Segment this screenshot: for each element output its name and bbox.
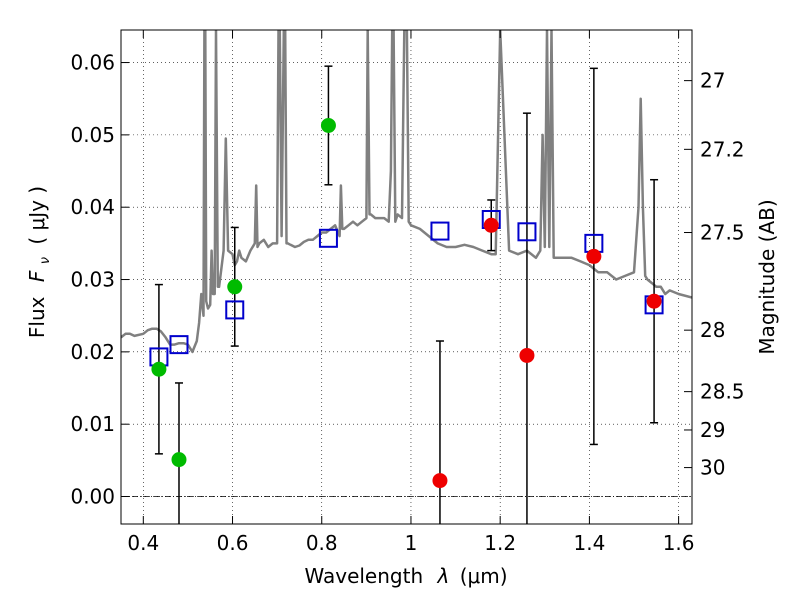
x-tick-label: 1.4 xyxy=(573,531,605,555)
y-tick-label: 0.04 xyxy=(70,195,115,219)
x-tick-label: 0.8 xyxy=(306,531,338,555)
observed-point-green xyxy=(320,117,336,133)
y-tick-label: 0.06 xyxy=(70,51,115,75)
observed-point-red xyxy=(519,347,535,363)
y2-tick-label: 27 xyxy=(700,69,725,93)
y2-tick-label: 28.5 xyxy=(700,380,745,404)
model-spectrum-line xyxy=(121,30,692,354)
x-axis-title-symbol: λ xyxy=(437,564,450,588)
x-tick-label: 1.6 xyxy=(663,531,695,555)
y2-tick-label: 27.2 xyxy=(700,137,745,161)
observed-point-green xyxy=(227,279,243,295)
y-tick-label: 0.05 xyxy=(70,123,115,147)
y2-tick-label: 27.5 xyxy=(700,221,745,245)
y2-tick-label: 29 xyxy=(700,418,725,442)
model-photometry-square xyxy=(225,300,245,320)
x-tick-label: 0.4 xyxy=(127,531,159,555)
observed-point-red xyxy=(483,217,499,233)
x-axis-title: Wavelength λ (μm) xyxy=(304,564,507,588)
model-photometry-square xyxy=(517,222,537,242)
x-tick-label: 1.2 xyxy=(484,531,516,555)
observed-point-red xyxy=(432,473,448,489)
observed-point-red xyxy=(646,293,662,309)
model-photometry-square xyxy=(318,228,338,248)
y-tick-label: 0.00 xyxy=(70,485,115,509)
x-axis-title-prefix: Wavelength xyxy=(304,564,423,588)
axis-ticks: 0.4 0.6 0.8 1 1.2 1.4 1.6 0.00 0.01 0.02 0.03 0.04 0… xyxy=(70,30,745,555)
y-tick-label: 0.03 xyxy=(70,268,115,292)
y-axis-title-subscript: ν xyxy=(38,257,53,264)
grid-lines xyxy=(121,30,692,524)
x-tick-label: 1 xyxy=(405,531,418,555)
y-axis-title-unit: ( μJy ) xyxy=(25,186,49,245)
y-axis-title: Flux F ν ( μJy ) xyxy=(25,186,54,338)
model-photometry-square xyxy=(430,221,450,241)
y2-axis-title: Magnitude (AB) xyxy=(755,199,779,354)
y2-tick-label: 28 xyxy=(700,318,725,342)
observed-point-red xyxy=(586,248,602,264)
y2-tick-label: 30 xyxy=(700,456,725,480)
y-axis-title-symbol: F xyxy=(25,270,49,282)
y-axis-title-prefix: Flux xyxy=(25,296,49,338)
x-axis-title-unit: (μm) xyxy=(460,564,508,588)
x-tick-label: 0.6 xyxy=(217,531,249,555)
markers xyxy=(149,65,664,524)
observed-point-green xyxy=(171,452,187,468)
y-tick-label: 0.02 xyxy=(70,340,115,364)
plot-frame xyxy=(120,29,693,525)
y-tick-label: 0.01 xyxy=(70,412,115,436)
observed-point-green xyxy=(151,361,167,377)
model-photometry-square xyxy=(169,335,189,355)
plot-area xyxy=(121,30,692,354)
